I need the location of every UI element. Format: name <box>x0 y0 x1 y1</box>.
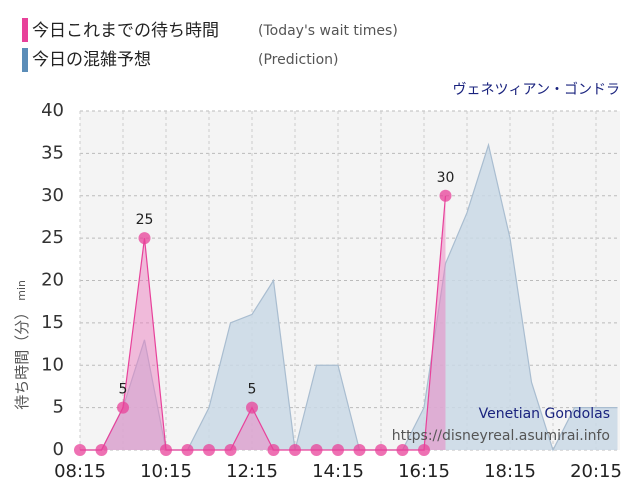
point <box>138 232 151 245</box>
y-tick-label: 15 <box>41 312 64 333</box>
point <box>439 189 452 202</box>
point <box>160 444 172 456</box>
point <box>418 444 430 456</box>
point <box>375 444 387 456</box>
point <box>396 444 409 456</box>
y-unit: min <box>15 280 28 301</box>
y-tick-label: 35 <box>41 142 64 163</box>
legend-label: 今日の混雑予想 <box>32 50 151 70</box>
watermark: https://disneyreal.asumirai.info <box>392 428 610 444</box>
y-tick-label: 25 <box>41 227 64 248</box>
y-tick-label: 5 <box>53 397 64 418</box>
point <box>310 444 323 456</box>
x-tick-label: 10:15 <box>140 461 192 482</box>
y-label: 待ち時間（分） <box>13 305 31 410</box>
point <box>246 401 258 414</box>
x-tick-label: 12:15 <box>226 461 278 482</box>
y-tick-label: 0 <box>53 439 64 460</box>
legend-note: (Today's wait times) <box>258 23 398 39</box>
point <box>203 444 215 456</box>
data-label: 25 <box>136 212 154 228</box>
legend-label: 今日これまでの待ち時間 <box>32 21 219 41</box>
data-label: 30 <box>437 170 455 186</box>
chart-title: ヴェネツィアン・ゴンドラ <box>453 81 620 98</box>
point <box>289 444 301 456</box>
point <box>74 444 86 456</box>
y-axis-title: 待ち時間（分） min <box>13 280 31 410</box>
data-label: 5 <box>248 382 257 398</box>
point <box>181 444 194 456</box>
point <box>117 401 129 414</box>
point <box>353 444 366 456</box>
y-tick-label: 30 <box>41 185 64 206</box>
area <box>80 144 618 450</box>
y-tick-label: 40 <box>41 100 64 121</box>
y-tick-label: 10 <box>41 354 64 375</box>
x-tick-label: 14:15 <box>312 461 364 482</box>
point <box>224 444 237 456</box>
x-tick-label: 20:15 <box>570 461 622 482</box>
data-label: 5 <box>119 382 128 398</box>
x-tick-label: 08:15 <box>54 461 106 482</box>
watermark: Venetian Gondolas <box>479 406 610 422</box>
legend-note: (Prediction) <box>258 52 338 68</box>
area <box>80 195 446 450</box>
point <box>332 444 344 456</box>
x-tick-label: 18:15 <box>484 461 536 482</box>
y-tick-label: 20 <box>41 270 64 291</box>
y-axis-label: 待ち時間（分） min <box>13 280 31 410</box>
point <box>95 444 108 456</box>
x-tick-label: 16:15 <box>398 461 450 482</box>
point <box>267 444 280 456</box>
legend-swatch <box>22 48 28 72</box>
legend-swatch <box>22 18 28 42</box>
